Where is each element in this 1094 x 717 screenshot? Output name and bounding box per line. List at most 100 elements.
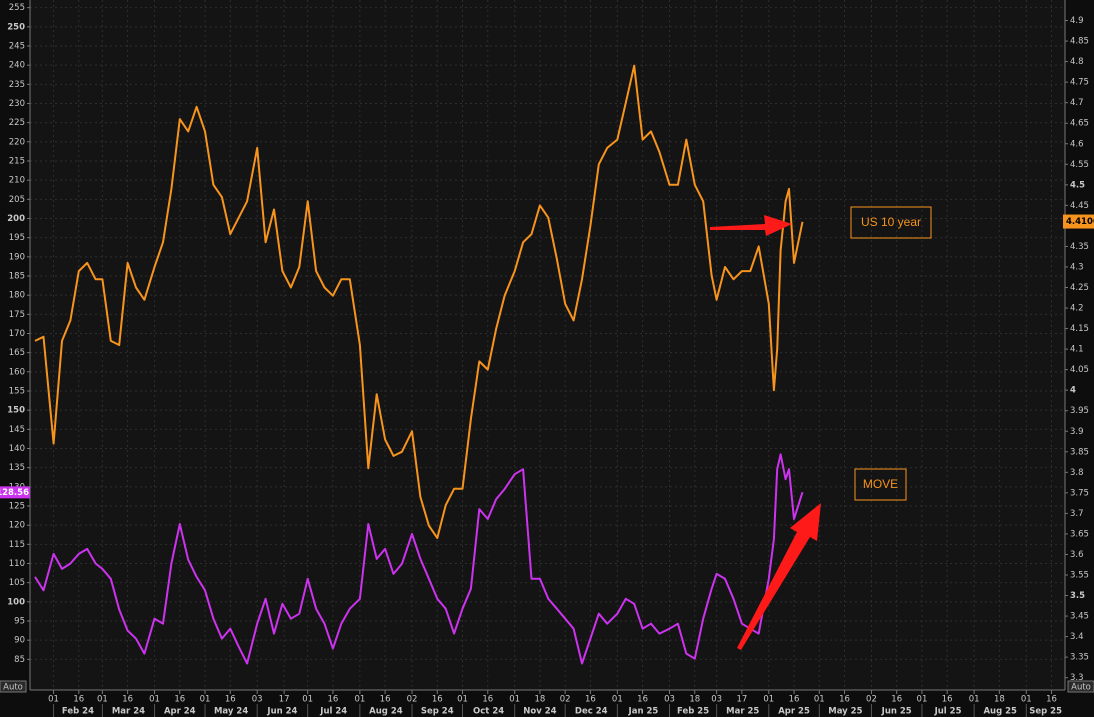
y2-tick-label: 3.35 [1070,653,1089,663]
y-tick-label: 105 [9,578,25,588]
y-tick-label: 100 [7,597,25,607]
y2-tick-label: 3.55 [1070,571,1089,581]
y-tick-label: 175 [9,310,25,320]
x-tick-label: 16 [432,695,443,705]
y2-tick-label: 4.55 [1070,160,1089,170]
x-tick-label: 18 [535,695,546,705]
y2-tick-label: 3.4 [1070,632,1084,642]
x-tick-label: 01 [509,695,520,705]
y2-tick-label: 4.05 [1070,365,1089,375]
y2-tick-label: 4.85 [1070,37,1089,47]
x-tick-label: 01 [969,695,980,705]
x-tick-label: 01 [814,695,825,705]
x-tick-label: 01 [149,695,160,705]
x-tick-label: 01 [302,695,313,705]
y2-tick-label: 3.65 [1070,529,1089,539]
y2-tick-label: 4.8 [1070,57,1084,67]
x-tick-label: 16 [328,695,339,705]
month-label: Feb 24 [62,707,94,717]
x-tick-label: 16 [789,695,800,705]
x-tick-label: 16 [380,695,391,705]
x-tick-label: 03 [252,695,263,705]
x-tick-label: 16 [585,695,596,705]
month-label: Oct 24 [473,707,504,717]
x-tick-label: 16 [839,695,850,705]
y2-tick-label: 3.85 [1070,447,1089,457]
x-tick-label: 18 [994,695,1005,705]
y-tick-label: 195 [9,233,25,243]
y2-tick-label: 3.8 [1070,468,1084,478]
month-label: Apr 24 [164,707,196,717]
y2-tick-label: 3.75 [1070,488,1089,498]
y-tick-label: 245 [9,42,25,52]
axis-mode-box [0,680,27,693]
month-label: May 24 [214,707,248,717]
y2-tick-label: 3.9 [1070,427,1084,437]
month-label: Sep 25 [1029,707,1062,717]
last-value-tag [1063,214,1094,229]
x-tick-label: 01 [48,695,59,705]
y-tick-label: 185 [9,272,25,282]
axis-mode: Auto [1071,683,1091,693]
y2-tick-label: 3.6 [1070,550,1084,560]
y2-tick-label: 3.5 [1070,591,1085,601]
arrow [737,503,821,650]
axis-mode: Auto [3,683,23,693]
lines [34,64,804,665]
y-tick-label: 210 [9,176,25,186]
y-tick-label: 190 [9,252,25,262]
grid [30,0,1065,690]
y2-tick-label: 4.25 [1070,283,1089,293]
y-tick-label: 220 [9,137,25,147]
y2-tick-label: 4.35 [1070,242,1089,252]
x-tick-label: 01 [200,695,211,705]
y-tick-label: 125 [9,502,25,512]
x-tick-label: 16 [122,695,133,705]
arrow [710,215,792,236]
month-label: Feb 25 [677,707,709,717]
series-line [34,64,804,539]
y-tick-label: 135 [9,463,25,473]
month-label: Dec 24 [575,707,608,717]
y2-tick-label: 4.5 [1070,180,1085,190]
y2-tick-label: 4.7 [1070,98,1084,108]
y-tick-label: 115 [9,540,25,550]
y2-tick-label: 4.2 [1070,304,1084,314]
month-label: Jun 25 [881,707,912,717]
month-label: Aug 24 [369,707,403,717]
y-tick-label: 150 [7,406,25,416]
annotation-box [854,468,907,501]
y2-tick-label: 4.3 [1070,262,1084,272]
x-tick-label: 16 [225,695,236,705]
y2-tick-label: 4 [1070,386,1076,396]
y-tick-label: 225 [9,118,25,128]
x-tick-label: 03 [664,695,675,705]
x-tick-label: 02 [866,695,877,705]
y-tick-label: 180 [9,291,25,301]
y-tick-label: 110 [9,559,25,569]
y-tick-label: 165 [9,348,25,358]
plot-area [30,0,1065,690]
y-tick-label: 85 [14,655,25,665]
x-tick-label: 16 [942,695,953,705]
y-tick-label: 145 [9,425,25,435]
x-tick-label: 01 [97,695,108,705]
y2-tick-label: 4.9 [1070,16,1084,26]
x-tick-label: 01 [457,695,468,705]
x-tick-label: 16 [637,695,648,705]
last-value-label: 4.4106 [1066,217,1094,227]
month-label: Nov 24 [523,707,556,717]
y-tick-label: 255 [9,3,25,13]
month-label: Aug 25 [983,707,1017,717]
month-label: Jun 24 [266,707,297,717]
x-tick-label: 16 [482,695,493,705]
y-tick-label: 95 [14,617,25,627]
x-tick-label: 17 [279,695,290,705]
y-tick-label: 90 [14,636,25,646]
y2-tick-label: 4.65 [1070,119,1089,129]
last-value-tag [0,486,30,499]
y-tick-label: 140 [9,444,25,454]
labels: 8590951001051101151201251301351401451501… [0,3,1094,717]
y-tick-label: 200 [7,214,25,224]
